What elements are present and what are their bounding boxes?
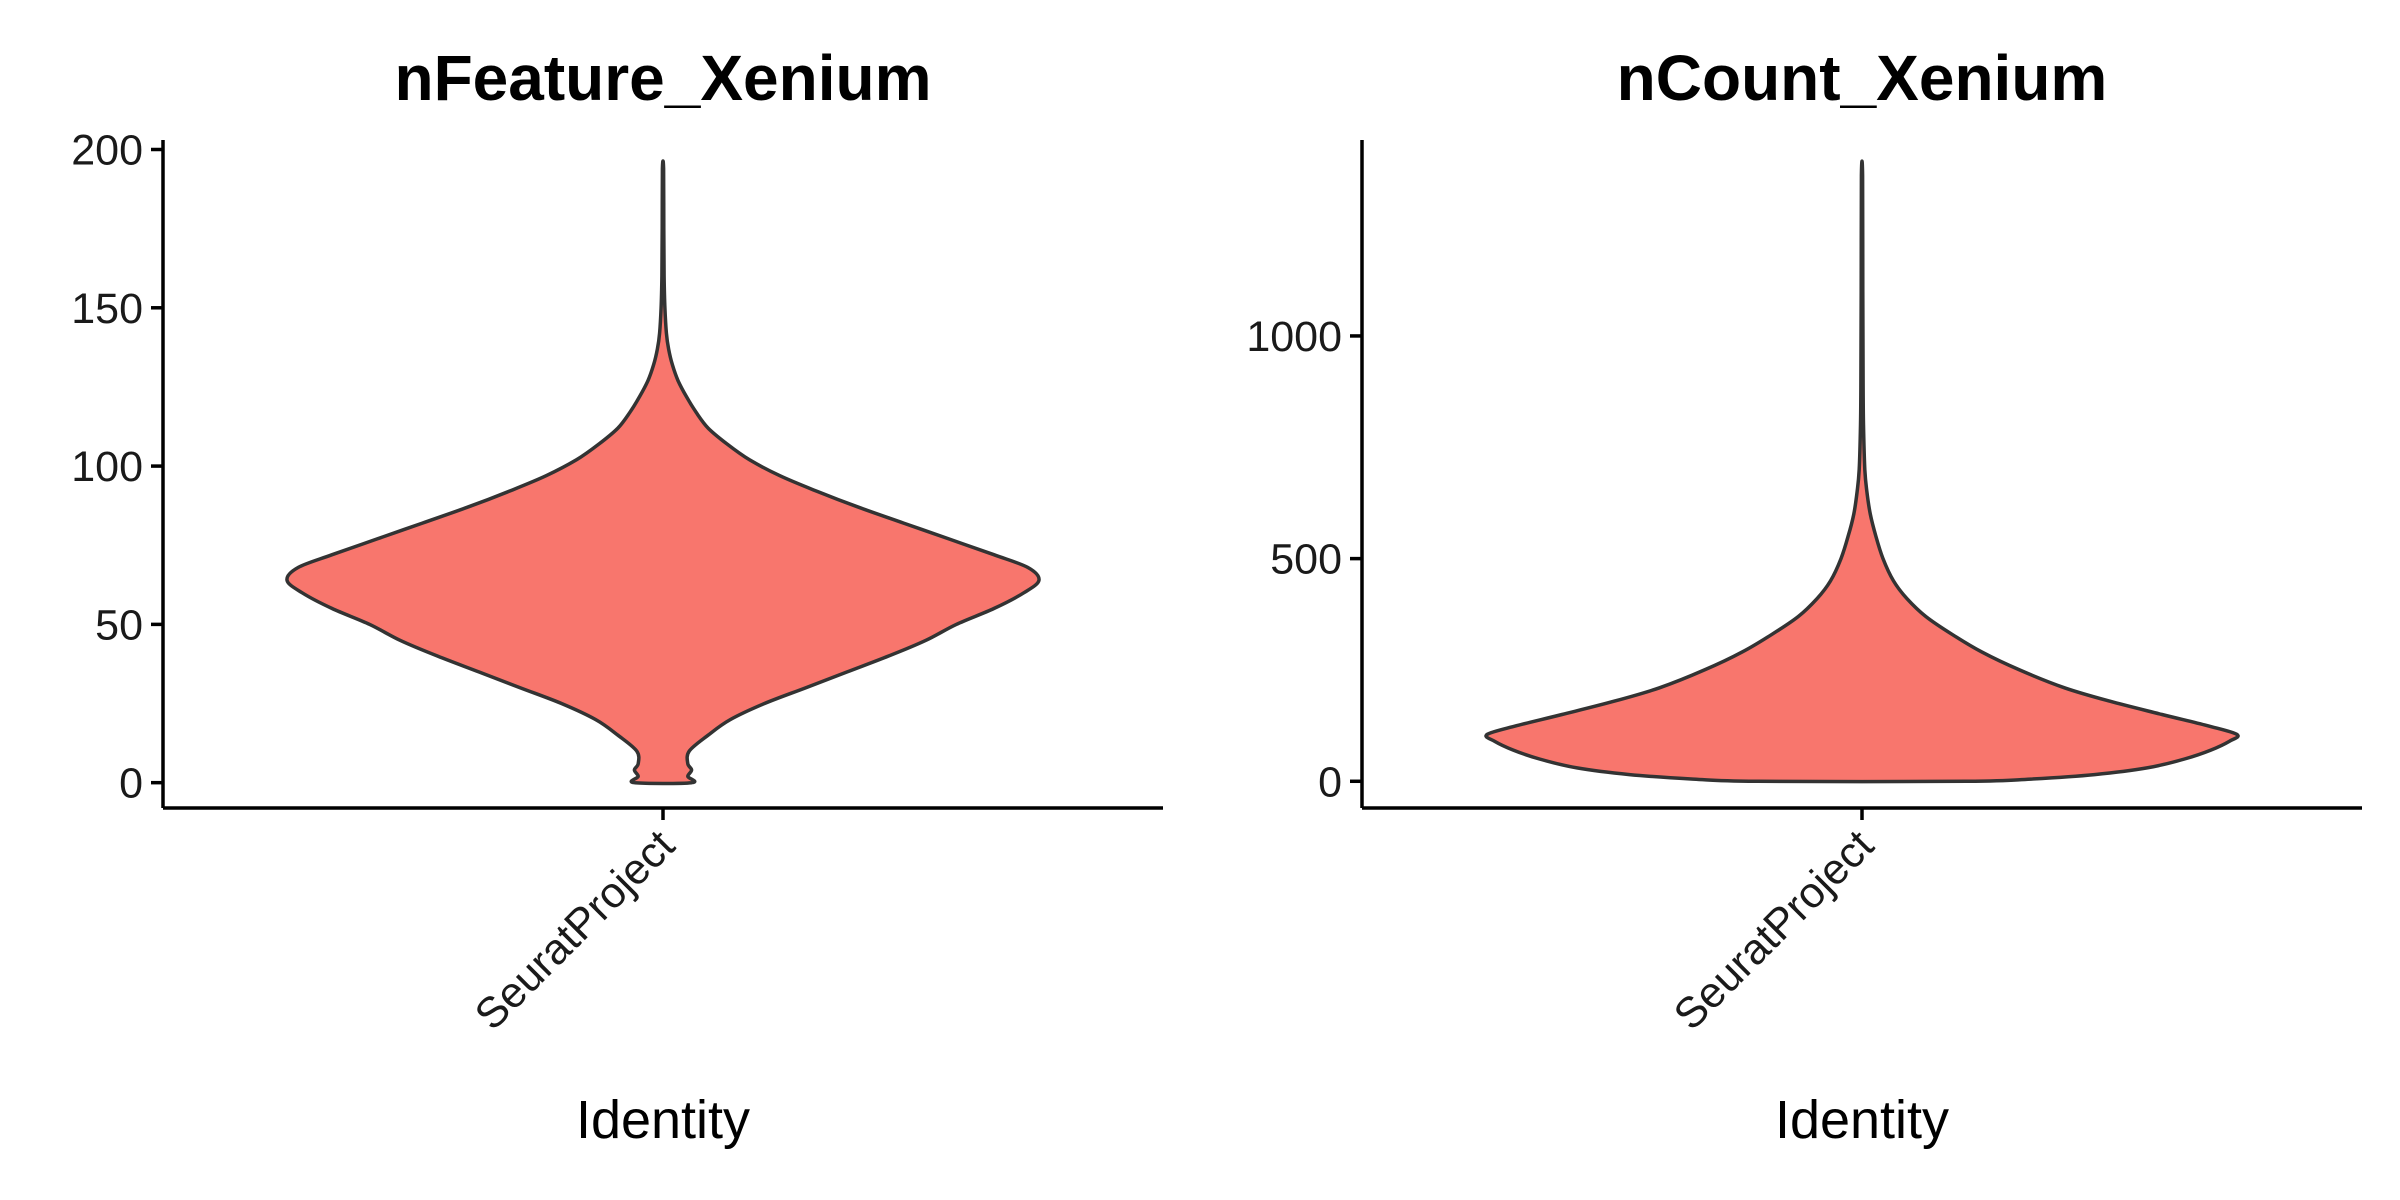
y-tick-label: 500 xyxy=(1270,536,1342,584)
x-axis-title: Identity xyxy=(1775,1090,1949,1150)
y-tick-label: 0 xyxy=(119,760,143,808)
x-axis-title: Identity xyxy=(576,1090,750,1150)
y-tick-label: 150 xyxy=(71,285,143,333)
panel-ncount: nCount_Xenium 0 500 1000 SeuratProject Ide… xyxy=(1246,42,2362,1150)
x-axis-ticks: SeuratProject xyxy=(466,808,684,1039)
x-tick-label: SeuratProject xyxy=(466,821,684,1039)
y-tick-label: 0 xyxy=(1318,758,1342,806)
y-axis-ticks: 0 50 100 150 200 xyxy=(71,126,163,808)
x-axis-ticks: SeuratProject xyxy=(1665,808,1883,1039)
y-tick-label: 1000 xyxy=(1246,313,1342,361)
y-tick-label: 200 xyxy=(71,126,143,174)
chart-title: nCount_Xenium xyxy=(1617,42,2108,114)
y-tick-label: 50 xyxy=(95,601,143,649)
x-tick-label: SeuratProject xyxy=(1665,821,1883,1039)
chart-title: nFeature_Xenium xyxy=(394,42,931,114)
violin-body xyxy=(1484,159,2240,784)
y-axis-ticks: 0 500 1000 xyxy=(1246,313,1362,806)
violin-body xyxy=(285,159,1041,786)
y-tick-label: 100 xyxy=(71,443,143,491)
panel-nfeature: nFeature_Xenium 0 50 100 150 200 SeuratProje… xyxy=(71,42,1163,1150)
